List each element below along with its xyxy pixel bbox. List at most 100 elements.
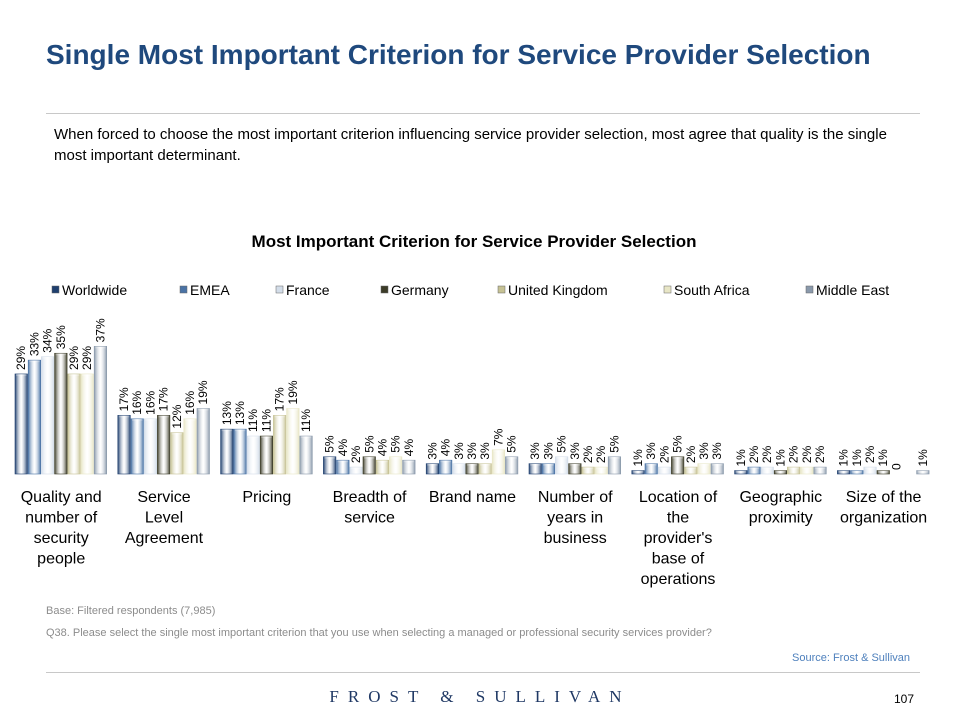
- bar-highlight: [350, 467, 362, 470]
- bar: [157, 415, 171, 475]
- bar-highlight: [55, 353, 67, 356]
- bar: [246, 435, 260, 475]
- category-label: Quality and: [21, 489, 102, 506]
- bar-highlight: [364, 456, 375, 459]
- legend-swatch-worldwide: [51, 285, 60, 294]
- bar-highlight: [851, 470, 863, 473]
- bar-highlight: [248, 436, 259, 439]
- data-label: 13%: [233, 401, 247, 425]
- category-label: provider's: [644, 530, 713, 547]
- data-label: 5%: [362, 435, 376, 453]
- bar: [800, 466, 814, 475]
- category-label: business: [544, 530, 607, 547]
- data-label: 2%: [594, 445, 608, 463]
- data-label: 1%: [850, 449, 864, 467]
- data-label: 1%: [837, 449, 851, 467]
- bar-highlight: [609, 456, 620, 459]
- bar: [425, 463, 440, 475]
- category-label: people: [37, 551, 85, 568]
- bar-highlight: [698, 463, 710, 466]
- bar: [54, 352, 68, 475]
- bar-highlight: [672, 456, 683, 459]
- bar-chart: Most Important Criterion for Service Pro…: [14, 232, 930, 588]
- bar-highlight: [596, 467, 607, 470]
- data-label: 3%: [528, 442, 542, 460]
- footer-divider: [46, 672, 920, 673]
- bar: [657, 466, 672, 475]
- category-label: Level: [145, 510, 183, 527]
- legend-label-germany: Germany: [391, 282, 449, 298]
- legend-swatch-south-africa: [663, 285, 672, 294]
- data-label: 4%: [439, 439, 453, 457]
- bar-highlight: [95, 346, 106, 349]
- base-note: Base: Filtered respondents (7,985): [46, 605, 216, 617]
- bar: [505, 456, 519, 475]
- bar-highlight: [632, 470, 644, 473]
- bar: [631, 470, 645, 475]
- bar: [196, 408, 210, 475]
- bar-highlight: [171, 432, 183, 435]
- bar: [541, 463, 556, 475]
- bar-highlight: [493, 449, 504, 452]
- bar-highlight: [184, 418, 196, 421]
- data-label: 17%: [273, 387, 287, 411]
- category-label: operations: [641, 571, 716, 588]
- bar: [850, 470, 864, 475]
- bar: [273, 415, 287, 475]
- bar: [581, 466, 595, 475]
- bar-highlight: [16, 373, 27, 376]
- bar: [747, 466, 761, 475]
- bar-highlight: [29, 360, 40, 363]
- bar-highlight: [300, 436, 312, 439]
- bar-highlight: [864, 467, 876, 470]
- category-label: proximity: [749, 510, 813, 527]
- data-label: 3%: [425, 442, 439, 460]
- bar-highlight: [337, 460, 349, 463]
- bar: [773, 470, 788, 475]
- bar-highlight: [390, 456, 401, 459]
- category-label: Breadth of: [333, 489, 407, 506]
- data-label: 2%: [760, 445, 774, 463]
- bar-highlight: [530, 463, 541, 466]
- data-label: 29%: [80, 346, 94, 370]
- bar-highlight: [42, 356, 53, 359]
- bar-highlight: [556, 456, 567, 459]
- chart-title: Most Important Criterion for Service Pro…: [252, 232, 697, 251]
- bar-highlight: [427, 463, 438, 466]
- data-label: 3%: [452, 442, 466, 460]
- bar: [607, 456, 622, 475]
- brand-logo: FROST & SULLIVAN: [329, 687, 631, 706]
- data-label: 7%: [491, 428, 505, 446]
- category-label: Pricing: [242, 489, 291, 506]
- legend-swatch-united-kingdom: [497, 285, 506, 294]
- legend-swatch-emea: [179, 285, 188, 294]
- bar-highlight: [659, 467, 670, 470]
- bar: [876, 470, 890, 475]
- category-label: organization: [840, 510, 927, 527]
- bar: [375, 459, 390, 475]
- data-label: 33%: [27, 332, 41, 356]
- data-label: 2%: [581, 445, 595, 463]
- title-divider: [46, 113, 920, 114]
- bar-highlight: [377, 460, 388, 463]
- legend-swatch-middle-east: [805, 285, 814, 294]
- bar-highlight: [466, 463, 478, 466]
- legend-label-france: France: [286, 282, 330, 298]
- data-label: 11%: [299, 409, 313, 432]
- bar-highlight: [582, 467, 594, 470]
- category-label: the: [667, 510, 689, 527]
- bar-highlight: [569, 463, 581, 466]
- data-label: 5%: [607, 435, 621, 453]
- source-note: Source: Frost & Sullivan: [792, 652, 910, 664]
- data-label: 3%: [478, 442, 492, 460]
- bar-highlight: [748, 467, 760, 470]
- data-label: 11%: [246, 409, 260, 432]
- bar: [568, 463, 582, 475]
- category-label: Number of: [538, 489, 613, 506]
- bar: [594, 466, 608, 475]
- bar: [233, 428, 247, 475]
- bar-highlight: [480, 463, 491, 466]
- bar: [323, 456, 337, 475]
- bar: [837, 470, 851, 475]
- data-label: 4%: [402, 439, 416, 457]
